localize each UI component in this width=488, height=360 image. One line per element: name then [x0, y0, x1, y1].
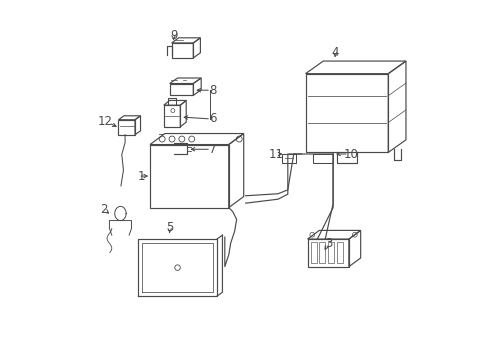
Bar: [310, 242, 316, 264]
Text: 4: 4: [331, 45, 338, 59]
Text: 1: 1: [137, 170, 144, 183]
Bar: [313, 154, 332, 163]
Text: 7: 7: [209, 143, 216, 156]
Text: 9: 9: [169, 28, 177, 41]
Text: 5: 5: [165, 221, 173, 234]
Bar: [327, 242, 333, 264]
Text: 2: 2: [100, 203, 107, 216]
Text: 11: 11: [268, 148, 283, 161]
Bar: [319, 242, 325, 264]
Text: 12: 12: [98, 115, 113, 128]
Bar: [282, 154, 295, 163]
Text: 3: 3: [324, 237, 331, 250]
Text: 8: 8: [209, 84, 216, 97]
Bar: [336, 242, 342, 264]
Text: 10: 10: [343, 148, 358, 161]
Text: 6: 6: [209, 112, 216, 125]
